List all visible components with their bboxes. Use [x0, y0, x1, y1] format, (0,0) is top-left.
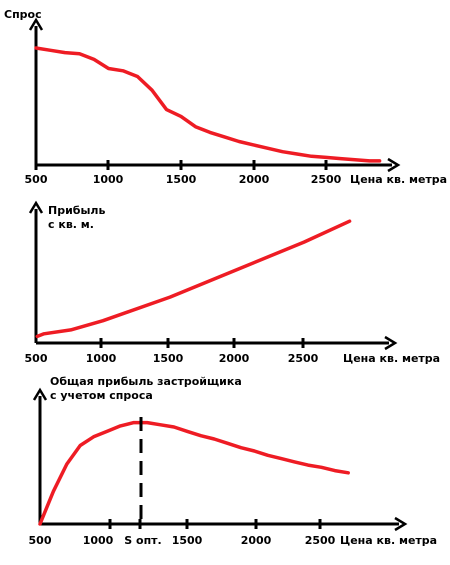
y-axis-label-line: с учетом спроса — [50, 389, 153, 402]
x-axis-label: Цена кв. метра — [340, 534, 437, 547]
x-axis-arrow — [394, 516, 408, 532]
y-axis-label-line: Прибыль — [48, 204, 105, 217]
y-axis-arrow — [28, 200, 44, 214]
x-tick-label: 1500 — [166, 173, 197, 186]
x-tick-label: 2000 — [219, 352, 250, 365]
x-axis-arrow — [387, 157, 401, 173]
x-tick-label: 500 — [25, 173, 48, 186]
series-line — [35, 219, 352, 339]
x-tick-label: 2000 — [239, 173, 270, 186]
x-axis-arrow — [384, 335, 398, 351]
total-profit-chart: 500 1000 S опт. 1500 2000 2500 Цена кв. метра О… — [29, 375, 438, 547]
x-tick-label: S опт. — [124, 534, 161, 547]
x-tick-label: 1000 — [83, 534, 114, 547]
x-axis-label: Цена кв. метра — [343, 352, 440, 365]
y-axis-arrow — [28, 17, 44, 31]
x-axis-label: Цена кв. метра — [350, 173, 447, 186]
series-line — [38, 420, 350, 526]
y-axis-label-line: с кв. м. — [48, 218, 94, 231]
y-axis-label-line: Общая прибыль застройщика — [50, 375, 242, 388]
y-axis-label: Спрос — [4, 8, 42, 21]
x-tick-label: 2000 — [241, 534, 272, 547]
x-tick-label: 2500 — [305, 534, 336, 547]
y-axis-arrow — [32, 387, 48, 401]
x-tick-label: 500 — [29, 534, 52, 547]
x-tick-label: 2500 — [288, 352, 319, 365]
x-tick-label: 2500 — [311, 173, 342, 186]
x-tick-label: 1000 — [86, 352, 117, 365]
x-tick-label: 1000 — [93, 173, 124, 186]
profit-per-sqm-chart: 500 1000 1500 2000 2500 Цена кв. метра Прибыль… — [25, 200, 440, 365]
x-tick-label: 1500 — [172, 534, 203, 547]
demand-chart: 500 1000 1500 2000 2500 Цена кв. метра Спрос — [4, 8, 447, 186]
series-line — [34, 46, 382, 163]
x-tick-label: 1500 — [153, 352, 184, 365]
x-tick-label: 500 — [25, 352, 48, 365]
